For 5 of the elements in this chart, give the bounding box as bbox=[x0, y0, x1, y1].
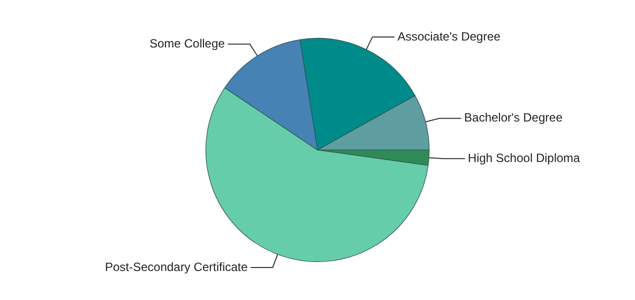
slice-label: Associate's Degree bbox=[397, 29, 501, 44]
slice-label: Some College bbox=[149, 36, 226, 50]
slice-label: Bachelor's Degree bbox=[464, 110, 563, 125]
slice-label: Post-Secondary Certificate bbox=[104, 260, 248, 274]
slice-label: High School Diploma bbox=[468, 150, 580, 165]
